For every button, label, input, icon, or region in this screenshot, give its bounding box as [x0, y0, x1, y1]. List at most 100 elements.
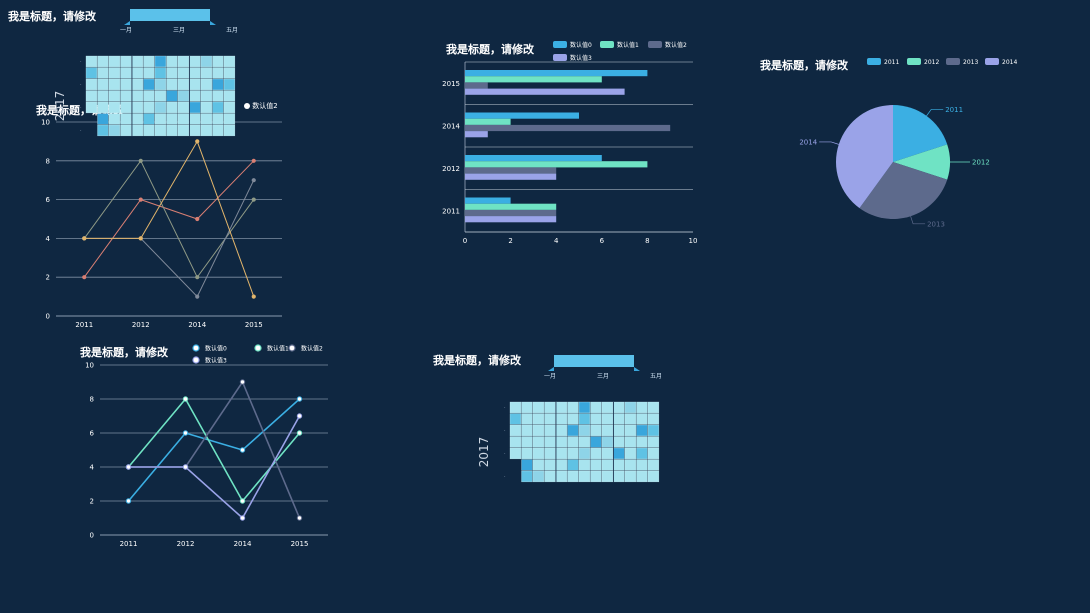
bar[interactable] [465, 209, 557, 217]
legend-item[interactable]: 数认值1 [254, 344, 289, 353]
heatmap-cell[interactable] [85, 67, 98, 79]
heatmap-cell[interactable] [544, 470, 556, 483]
heatmap-cell[interactable] [647, 436, 660, 448]
data-point[interactable] [125, 464, 132, 470]
heatmap-cell[interactable] [544, 447, 556, 460]
heatmap-cell[interactable] [131, 101, 144, 114]
legend-item[interactable]: 2013 [946, 58, 978, 66]
heatmap-cell[interactable] [200, 113, 213, 125]
heatmap-cell[interactable] [120, 113, 132, 125]
heatmap-cell[interactable] [544, 436, 556, 448]
heatmap-cell[interactable] [532, 413, 545, 425]
heatmap-cell[interactable] [601, 424, 614, 437]
heatmap-cell[interactable] [131, 67, 144, 79]
data-point[interactable] [82, 275, 87, 280]
heatmap-cell[interactable] [143, 78, 155, 91]
heatmap-cell[interactable] [647, 470, 660, 483]
heatmap-cell[interactable] [636, 436, 648, 448]
heatmap-cell[interactable] [567, 413, 579, 425]
heatmap-cell[interactable] [166, 124, 178, 137]
heatmap-cell[interactable] [166, 78, 178, 91]
bar[interactable] [465, 88, 625, 95]
legend-marker[interactable] [192, 356, 200, 364]
heatmap-cell[interactable] [143, 124, 155, 137]
range-handle-right[interactable] [634, 367, 640, 371]
heatmap-cell[interactable] [532, 470, 545, 483]
heatmap-cell[interactable] [154, 124, 167, 137]
heatmap-cell[interactable] [647, 424, 660, 437]
heatmap-cell[interactable] [200, 124, 213, 137]
heatmap-cell[interactable] [590, 447, 602, 460]
heatmap-cell[interactable] [578, 401, 591, 414]
heatmap-cell[interactable] [555, 470, 568, 483]
heatmap-cell[interactable] [97, 55, 109, 68]
heatmap-cell[interactable] [601, 459, 614, 471]
heatmap-cell[interactable] [624, 413, 637, 425]
pie-slice[interactable] [893, 105, 948, 162]
heatmap-cell[interactable] [223, 67, 236, 79]
heatmap-cell[interactable] [624, 436, 637, 448]
heatmap-cell[interactable] [521, 413, 533, 425]
range-handle-left[interactable] [124, 21, 130, 25]
heatmap-cell[interactable] [200, 101, 213, 114]
bar[interactable] [465, 118, 511, 125]
legend-marker[interactable] [192, 344, 200, 352]
heatmap-cell[interactable] [223, 78, 236, 91]
heatmap-cell[interactable] [624, 424, 637, 437]
heatmap-cell[interactable] [212, 78, 224, 91]
range-bar[interactable] [130, 9, 210, 21]
heatmap-cell[interactable] [108, 67, 121, 79]
heatmap-cell[interactable] [131, 90, 144, 102]
data-point[interactable] [296, 413, 303, 419]
heatmap-cell[interactable] [166, 90, 178, 102]
bar[interactable] [465, 173, 557, 180]
heatmap-cell[interactable] [154, 55, 167, 68]
heatmap-cell[interactable] [544, 413, 556, 425]
legend-item[interactable]: 2014 [985, 58, 1017, 66]
bar[interactable] [465, 203, 557, 210]
data-point[interactable] [182, 430, 189, 436]
heatmap-cell[interactable] [143, 90, 155, 102]
heatmap-cell[interactable] [613, 401, 625, 414]
range-bar[interactable] [554, 355, 634, 367]
heatmap-cell[interactable] [85, 55, 98, 68]
heatmap-cell[interactable] [131, 55, 144, 68]
legend-swatch[interactable] [946, 58, 960, 65]
heatmap-cell[interactable] [601, 447, 614, 460]
data-point[interactable] [125, 498, 132, 504]
heatmap-cell[interactable] [567, 401, 579, 414]
heatmap-cell[interactable] [177, 101, 190, 114]
bar[interactable] [465, 155, 602, 162]
legend-item[interactable]: 数认值0 [192, 344, 227, 353]
heatmap-cell[interactable] [521, 424, 533, 437]
pie-slice[interactable] [893, 144, 950, 180]
heatmap-cell[interactable] [120, 78, 132, 91]
heatmap-cell[interactable] [131, 78, 144, 91]
heatmap-cell[interactable] [521, 470, 533, 483]
data-point[interactable] [82, 236, 87, 241]
heatmap-cell[interactable] [177, 113, 190, 125]
heatmap-cell[interactable] [108, 101, 121, 114]
heatmap-cell[interactable] [223, 90, 236, 102]
heatmap-cell[interactable] [532, 447, 545, 460]
heatmap-cell[interactable] [647, 447, 660, 460]
heatmap-cell[interactable] [555, 447, 568, 460]
legend-item[interactable]: 数认值1 [600, 41, 639, 49]
legend-swatch[interactable] [553, 54, 567, 61]
data-point[interactable] [239, 379, 246, 385]
heatmap-cell[interactable] [636, 401, 648, 414]
heatmap-cell[interactable] [154, 67, 167, 79]
heatmap-cell[interactable] [532, 401, 545, 414]
heatmap-cell[interactable] [223, 113, 236, 125]
heatmap-cell[interactable] [143, 67, 155, 79]
heatmap-cell[interactable] [177, 90, 190, 102]
data-point[interactable] [138, 236, 143, 241]
heatmap-cell[interactable] [154, 113, 167, 125]
heatmap-cell[interactable] [532, 436, 545, 448]
data-point[interactable] [251, 294, 256, 299]
heatmap-cell[interactable] [85, 90, 98, 102]
heatmap-cell[interactable] [624, 447, 637, 460]
heatmap-cell[interactable] [212, 113, 224, 125]
data-point[interactable] [138, 197, 143, 202]
heatmap-cell[interactable] [212, 67, 224, 79]
